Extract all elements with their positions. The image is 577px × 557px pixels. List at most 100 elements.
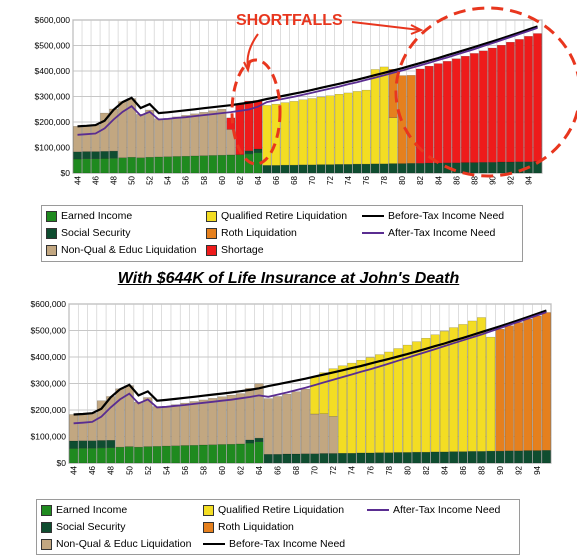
chart1-bar-social bbox=[356, 452, 366, 464]
legend-label: Qualified Retire Liquidation bbox=[221, 210, 348, 222]
chart0-bar-shortage bbox=[461, 56, 470, 163]
chart1-bar-qualified bbox=[393, 348, 403, 453]
chart1-bar-social bbox=[412, 451, 422, 464]
chart1-bar-roth bbox=[504, 325, 514, 452]
chart1-bar-nonqual bbox=[180, 402, 190, 446]
chart1-bar-social bbox=[78, 440, 88, 449]
chart1-bar-earned bbox=[180, 445, 190, 464]
chart1-bar-earned bbox=[152, 446, 162, 464]
chart1-bar-earned bbox=[254, 441, 264, 464]
chart1-bar-earned bbox=[134, 446, 143, 464]
chart0-bar-social bbox=[271, 165, 281, 174]
chart0-bar-earned bbox=[235, 154, 245, 174]
chart0-bar-social bbox=[100, 151, 109, 159]
chart0-bar-social bbox=[244, 150, 254, 155]
legend-entry: Qualified Retire Liquidation bbox=[203, 503, 344, 517]
chart0-bar-qualified bbox=[280, 102, 290, 166]
chart1-bar-earned bbox=[106, 447, 116, 464]
chart1-bar-social bbox=[273, 454, 282, 464]
legend-entry: Non-Qual & Educ Liquidation bbox=[46, 243, 196, 257]
chart1-bar-social bbox=[495, 450, 505, 464]
chart1-bar-qualified bbox=[477, 317, 486, 452]
chart1-bar-social bbox=[477, 451, 486, 464]
chart0-bar-qualified bbox=[298, 99, 308, 166]
chart1-y-tick-label: $600,000 bbox=[31, 299, 67, 309]
chart0-bar-shortage bbox=[479, 50, 488, 163]
chart0-bar-qualified bbox=[388, 117, 398, 164]
legend-entry: Before-Tax Income Need bbox=[203, 537, 345, 551]
chart0-x-tick-label: 68 bbox=[290, 175, 299, 184]
chart1-bar-social bbox=[504, 450, 514, 464]
chart0-bar-social bbox=[307, 164, 317, 174]
legend-entry: Social Security bbox=[46, 226, 130, 240]
chart0-y-tick-label: $500,000 bbox=[35, 41, 71, 51]
chart1-bar-social bbox=[393, 452, 403, 464]
chart0-bar-social bbox=[82, 151, 91, 159]
chart1-x-tick-label: 84 bbox=[440, 465, 449, 474]
legend-label: Non-Qual & Educ Liquidation bbox=[56, 538, 192, 550]
chart0-bar-earned bbox=[163, 156, 173, 174]
shortfall-arrowhead-right bbox=[410, 24, 424, 35]
chart1-bar-earned bbox=[161, 445, 171, 464]
chart0-y-tick-label: $300,000 bbox=[35, 92, 71, 102]
legend-swatch bbox=[203, 521, 214, 533]
chart0-bar-social bbox=[506, 161, 515, 174]
chart1-bar-earned bbox=[208, 444, 218, 464]
chart0-bar-shortage bbox=[442, 61, 452, 163]
chart0-x-tick-label: 82 bbox=[416, 175, 425, 184]
legend-label: After-Tax Income Need bbox=[393, 504, 501, 516]
chart1-bar-qualified bbox=[375, 354, 384, 453]
chart1-bar-social bbox=[486, 450, 496, 464]
chart0-x-tick-label: 84 bbox=[434, 175, 443, 184]
chart1-x-tick-label: 52 bbox=[144, 465, 153, 474]
chart1-bar-social bbox=[458, 451, 468, 464]
chart1-line-after bbox=[73, 311, 547, 425]
chart0-bar-qualified bbox=[334, 94, 344, 165]
chart1-bar-earned bbox=[171, 445, 181, 464]
chart0-line-after bbox=[77, 27, 538, 136]
chart1-bar-roth bbox=[532, 315, 542, 451]
chart1-bar-nonqual bbox=[87, 412, 97, 441]
chart0-bar-social bbox=[343, 164, 353, 174]
chart0-bar-earned bbox=[109, 158, 118, 174]
chart1-bar-roth bbox=[495, 328, 505, 452]
chart0-bar-qualified bbox=[271, 103, 281, 166]
chart1-bar-earned bbox=[198, 444, 208, 464]
chart0-bar-earned bbox=[208, 155, 218, 174]
chart1-bar-nonqual bbox=[217, 396, 227, 445]
chart1-bar-social bbox=[375, 452, 384, 464]
chart1-bar-social bbox=[402, 452, 412, 464]
chart0-bar-nonqual bbox=[190, 113, 200, 157]
chart1-bar-social bbox=[347, 452, 357, 464]
chart0-bar-social bbox=[361, 163, 371, 174]
chart0-bar-qualified bbox=[289, 101, 299, 166]
chart0-bar-qualified bbox=[352, 91, 362, 165]
chart0-bar-qualified bbox=[316, 96, 326, 165]
chart0-bar-social bbox=[280, 164, 290, 174]
chart1-bar-qualified bbox=[467, 320, 477, 452]
chart1-bar-qualified bbox=[421, 337, 431, 453]
chart1-bar-nonqual bbox=[236, 393, 245, 445]
chart1-x-tick-label: 88 bbox=[477, 465, 486, 474]
chart0-bar-earned bbox=[91, 158, 100, 174]
chart1-bar-nonqual bbox=[310, 413, 320, 454]
chart1-bar-qualified bbox=[319, 372, 329, 414]
chart0-bar-earned bbox=[154, 156, 163, 174]
chart1-x-tick-label: 48 bbox=[107, 465, 116, 474]
chart1-bar-social bbox=[87, 440, 97, 449]
chart0-bar-nonqual bbox=[208, 110, 218, 156]
chart0-bar-nonqual bbox=[73, 126, 82, 153]
chart0-bar-shortage bbox=[506, 41, 515, 163]
chart0-x-tick-label: 46 bbox=[92, 175, 101, 184]
legend-label: Before-Tax Income Need bbox=[388, 210, 505, 222]
shortfall-arrow-right bbox=[351, 21, 421, 31]
chart1-bar-social bbox=[449, 451, 459, 464]
chart0-bar-social bbox=[289, 164, 299, 174]
chart1-bar-social bbox=[541, 450, 551, 464]
chart1-bar-nonqual bbox=[254, 383, 264, 439]
legend-label: Earned Income bbox=[61, 210, 133, 222]
chart0-bar-social bbox=[488, 162, 497, 174]
chart1-x-tick-label: 50 bbox=[125, 465, 134, 474]
legend-label: Roth Liquidation bbox=[221, 227, 297, 239]
chart1-bar-earned bbox=[78, 447, 88, 464]
